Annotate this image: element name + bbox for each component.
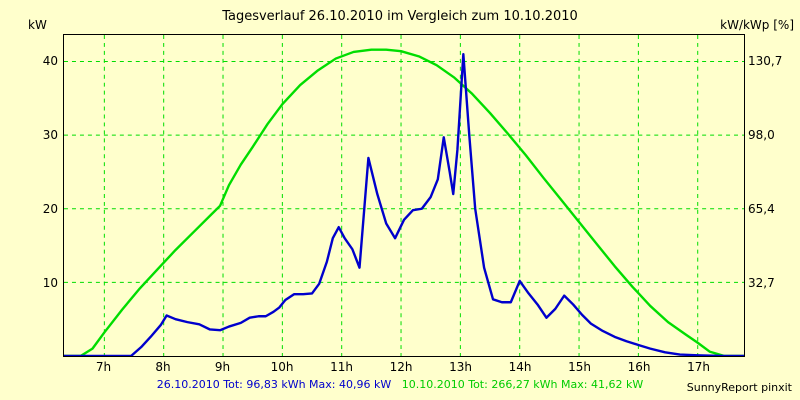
legend-entry-blue: 26.10.2010 Tot: 96,83 kWh Max: 40,96 kW xyxy=(156,378,392,391)
y-axis-tick-label-right: 32,7 xyxy=(748,275,775,290)
left-axis-unit-label: kW xyxy=(28,18,47,32)
y-axis-tick-label-left: 20 xyxy=(42,201,58,216)
plot-area xyxy=(64,35,744,356)
x-axis-tick-label: 7h xyxy=(95,360,112,374)
plot-frame xyxy=(63,34,745,357)
y-axis-tick-label-left: 10 xyxy=(42,275,58,290)
x-axis-tick-label: 11h xyxy=(330,360,353,374)
y-axis-tick-label-right: 98,0 xyxy=(748,127,775,142)
x-axis-tick-label: 14h xyxy=(508,360,532,374)
page-title: Tagesverlauf 26.10.2010 im Vergleich zum… xyxy=(222,9,578,24)
y-axis-tick-label-right: 65,4 xyxy=(748,201,775,216)
series-layer xyxy=(64,48,744,356)
x-axis-tick-label: 10h xyxy=(270,360,294,374)
y-axis-tick-label-left: 30 xyxy=(42,127,58,142)
x-axis-tick-label: 17h xyxy=(687,360,711,374)
x-axis-tick-label: 13h xyxy=(449,360,472,374)
gridlines xyxy=(64,35,744,356)
y-axis-tick-label-right: 130,7 xyxy=(748,53,783,68)
legend: 26.10.2010 Tot: 96,83 kWh Max: 40,96 kW … xyxy=(0,378,800,391)
y-axis-tick-label-left: 40 xyxy=(42,53,58,68)
legend-entry-green: 10.10.2010 Tot: 266,27 kWh Max: 41,62 kW xyxy=(401,378,644,391)
right-axis-unit-label: kW/kWp [%] xyxy=(720,18,794,32)
footer-credit: SunnyReport pinxit xyxy=(686,381,792,394)
x-axis-tick-label: 12h xyxy=(389,360,413,374)
series-line xyxy=(64,52,744,356)
series-line xyxy=(64,48,744,356)
x-axis-tick-label: 9h xyxy=(214,360,231,374)
x-axis-tick-label: 8h xyxy=(155,360,171,374)
x-axis-tick-label: 16h xyxy=(627,360,651,374)
x-axis-tick-label: 15h xyxy=(568,360,591,374)
